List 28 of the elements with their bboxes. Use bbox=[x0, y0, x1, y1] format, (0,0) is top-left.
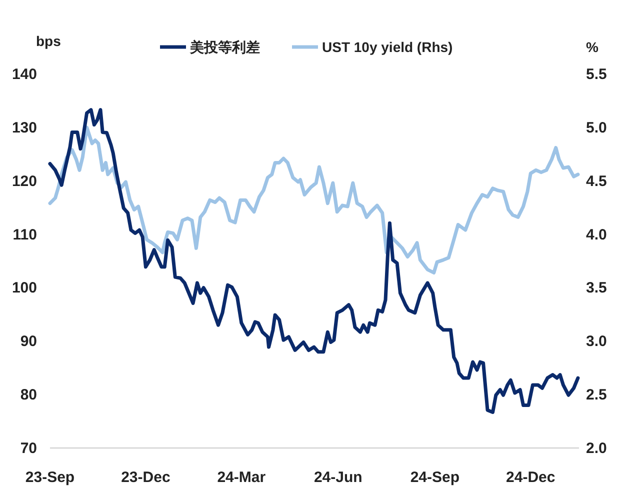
line-series bbox=[48, 108, 580, 414]
x-tick-label: 24-Jun bbox=[314, 469, 362, 486]
y-tick-label: 130 bbox=[12, 119, 37, 136]
y-tick-label: 90 bbox=[20, 333, 37, 350]
y2-tick-label: 5.5 bbox=[586, 66, 607, 83]
x-tick-label: 24-Dec bbox=[506, 469, 556, 486]
x-tick-label: 24-Mar bbox=[217, 469, 266, 486]
y-axis-title: bps bbox=[36, 33, 62, 49]
line-series bbox=[48, 126, 580, 274]
y-tick-label: 110 bbox=[12, 226, 37, 244]
x-tick-label: 23-Sep bbox=[25, 469, 75, 486]
y2-tick-label: 2.0 bbox=[586, 440, 607, 457]
y2-axis-title: % bbox=[586, 39, 599, 55]
x-tick-label: 24-Sep bbox=[410, 469, 460, 486]
legend-label: UST 10y yield (Rhs) bbox=[322, 39, 453, 55]
y2-tick-label: 4.0 bbox=[586, 226, 607, 244]
y2-tick-label: 4.5 bbox=[586, 172, 607, 190]
y-tick-label: 120 bbox=[12, 172, 37, 190]
legend-label: 美投等利差 bbox=[189, 39, 260, 55]
y2-tick-label: 2.5 bbox=[586, 386, 607, 404]
y-tick-label: 140 bbox=[12, 66, 37, 83]
y2-tick-label: 3.0 bbox=[586, 333, 607, 350]
y-tick-label: 100 bbox=[12, 280, 37, 297]
y2-tick-label: 5.0 bbox=[586, 119, 607, 136]
y-tick-label: 70 bbox=[20, 440, 37, 457]
y-tick-label: 80 bbox=[20, 386, 37, 404]
x-tick-label: 23-Dec bbox=[121, 469, 170, 486]
y2-tick-label: 3.5 bbox=[586, 280, 607, 297]
